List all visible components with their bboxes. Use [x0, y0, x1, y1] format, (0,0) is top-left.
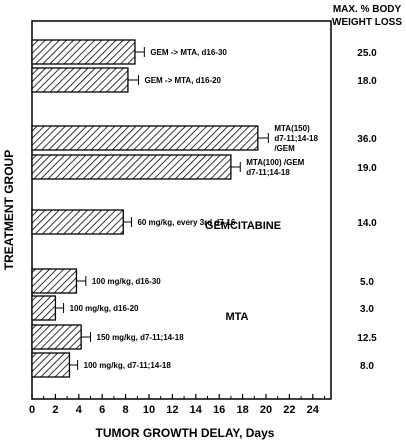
group-label-mta: MTA	[225, 311, 248, 323]
weight-loss-value: 3.0	[360, 304, 374, 315]
x-tick-label: 6	[99, 404, 105, 416]
x-tick-label: 10	[143, 404, 155, 416]
x-tick-label: 12	[166, 404, 178, 416]
x-tick-label: 24	[307, 404, 320, 416]
bar-label: d7-11;14-18	[246, 168, 290, 177]
y-axis-title: TREATMENT GROUP	[2, 150, 16, 270]
bar-label: MTA(150)	[274, 124, 310, 133]
bar	[31, 324, 82, 350]
x-tick-label: 16	[213, 404, 225, 416]
weight-loss-value: 12.5	[357, 333, 377, 344]
bar	[31, 352, 71, 378]
bar	[31, 295, 57, 321]
x-tick-label: 20	[260, 404, 272, 416]
bar-label: d7-11;14-18	[274, 134, 318, 143]
bar-label: 60 mg/kg, every 3rd d7-16	[137, 218, 235, 227]
x-tick-label: 14	[190, 404, 203, 416]
x-tick-label: 0	[29, 404, 35, 416]
bar-label: 100 mg/kg, d16-20	[70, 304, 139, 313]
bar	[31, 154, 232, 180]
bar-label: GEM -> MTA, d16-30	[150, 48, 227, 57]
bar-label: /GEM	[274, 144, 295, 153]
weight-loss-header-line1: MAX. % BODY	[333, 4, 402, 15]
weight-loss-header-line2: WEIGHT LOSS	[332, 17, 402, 28]
bar-label: 100 mg/kg, d16-30	[92, 277, 161, 286]
bar	[31, 125, 259, 151]
weight-loss-value: 5.0	[360, 277, 374, 288]
bar-label: 100 mg/kg, d7-11;14-18	[84, 361, 172, 370]
x-tick-label: 8	[123, 404, 129, 416]
weight-loss-value: 8.0	[360, 361, 374, 372]
weight-loss-value: 25.0	[357, 48, 377, 59]
bar-label: MTA(100) /GEM	[246, 158, 304, 167]
bar-label: 150 mg/kg, d7-11;14-18	[97, 333, 185, 342]
weight-loss-value: 19.0	[357, 163, 377, 174]
group-label-gemcitabine: GEMCITABINE	[205, 220, 281, 232]
weight-loss-value: 14.0	[357, 218, 377, 229]
bar	[31, 268, 78, 294]
weight-loss-value: 18.0	[357, 76, 377, 87]
weight-loss-value: 36.0	[357, 134, 377, 145]
x-tick-label: 2	[52, 404, 58, 416]
x-tick-label: 22	[283, 404, 295, 416]
x-tick-label: 18	[236, 404, 248, 416]
x-axis-title: TUMOR GROWTH DELAY, Days	[96, 426, 275, 440]
bar-label: GEM -> MTA, d16-20	[144, 76, 221, 85]
bar	[31, 67, 129, 93]
bar	[31, 209, 124, 235]
bar	[31, 39, 136, 65]
x-tick-label: 4	[76, 404, 83, 416]
